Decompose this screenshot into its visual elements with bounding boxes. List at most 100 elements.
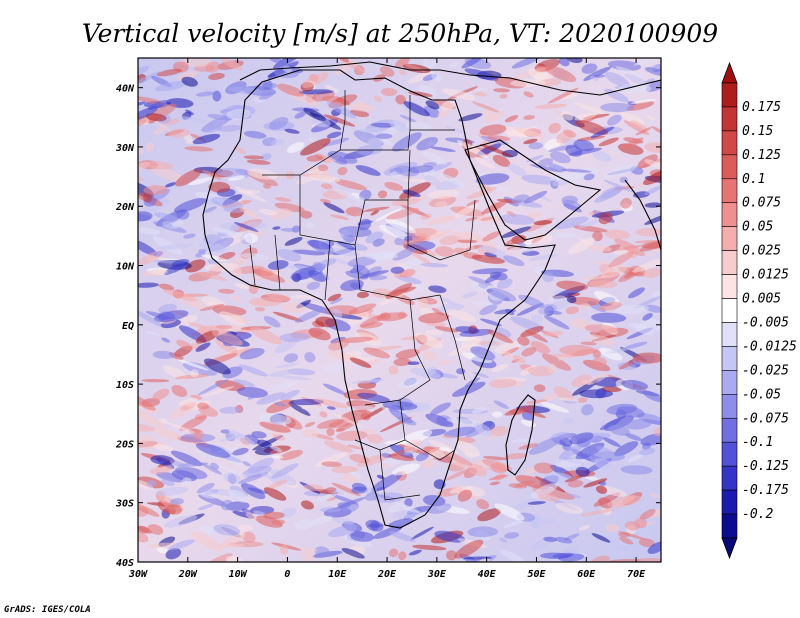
field-blob	[560, 168, 592, 173]
field-blob	[531, 235, 544, 244]
colorbar-label: -0.025	[742, 363, 789, 378]
field-blob	[390, 266, 405, 274]
field-blob	[176, 209, 190, 220]
field-blob	[635, 323, 655, 335]
field-blob	[152, 350, 176, 359]
field-blob	[211, 329, 243, 346]
field-blob	[549, 151, 571, 164]
field-blob	[542, 517, 555, 525]
field-blob	[334, 189, 368, 203]
field-blob	[563, 417, 574, 424]
colorbar-label: -0.175	[742, 483, 789, 498]
field-blob	[439, 173, 466, 187]
field-blob	[434, 246, 455, 257]
field-blob	[269, 445, 283, 453]
field-blob	[414, 282, 427, 291]
field-blob	[455, 326, 480, 334]
field-blob	[387, 454, 415, 461]
field-blob	[489, 481, 501, 486]
field-blob	[244, 232, 258, 244]
map-panel: 30W 20W 10W 0 10E 20E 30E 40E 50E 60E 70E 40N 30N 20N…	[115, 57, 662, 580]
field-blob	[301, 72, 329, 88]
field-blob	[328, 338, 350, 351]
field-blob	[370, 210, 379, 216]
field-blob	[391, 463, 421, 476]
field-blob	[615, 304, 650, 314]
field-blob	[598, 137, 619, 147]
field-blob	[184, 146, 214, 152]
field-blob	[594, 186, 624, 203]
field-blob	[138, 479, 154, 491]
colorbar-top-arrow	[721, 61, 738, 84]
field-blob	[575, 466, 590, 477]
field-blob	[587, 372, 608, 385]
field-blob	[247, 168, 278, 180]
colorbar-swatch	[721, 178, 738, 204]
field-blob	[456, 140, 488, 159]
field-blob	[569, 432, 594, 445]
field-blob	[530, 519, 539, 529]
field-blob	[208, 181, 231, 193]
field-blob	[484, 252, 497, 258]
field-blob	[183, 233, 196, 239]
field-blob	[210, 197, 244, 209]
field-blob	[555, 536, 573, 544]
field-blob	[263, 316, 281, 328]
field-blob	[496, 278, 513, 289]
field-blob	[411, 252, 432, 265]
field-blob	[472, 371, 490, 378]
field-blob	[580, 508, 615, 517]
field-blob	[370, 122, 396, 128]
field-blob	[530, 341, 551, 354]
field-blob	[625, 433, 643, 442]
field-blob	[320, 198, 332, 204]
field-blob	[394, 502, 420, 514]
field-blob	[468, 276, 494, 287]
field-blob	[220, 58, 243, 71]
field-blob	[271, 455, 284, 459]
field-blob	[422, 151, 447, 165]
field-blob	[287, 142, 305, 153]
field-blob	[473, 422, 493, 437]
field-blob	[608, 251, 634, 268]
field-blob	[166, 504, 182, 515]
field-blob	[493, 400, 509, 409]
field-blob	[499, 537, 508, 543]
field-blob	[343, 535, 373, 547]
field-blob	[326, 131, 342, 139]
madagascar-coastline	[505, 394, 536, 476]
lat-tick-label: 20S	[115, 439, 134, 450]
field-blob	[262, 80, 273, 90]
field-blob	[215, 339, 240, 355]
field-blob	[197, 402, 210, 410]
field-blob	[330, 247, 361, 257]
field-blob	[233, 379, 255, 387]
field-blob	[605, 523, 620, 533]
field-blob	[644, 159, 661, 172]
field-blob	[624, 341, 648, 349]
colorbar-swatch	[721, 250, 738, 275]
field-blob	[341, 473, 358, 483]
field-blob	[233, 222, 259, 232]
field-blob	[251, 431, 267, 439]
field-blob	[175, 168, 202, 187]
field-blob	[581, 404, 594, 416]
field-blob	[185, 109, 194, 116]
field-blob	[340, 279, 364, 292]
field-blob	[404, 235, 413, 242]
field-blob	[377, 190, 388, 199]
field-blob	[308, 270, 327, 283]
field-blob	[600, 102, 635, 113]
field-blob	[328, 150, 358, 164]
field-blob	[491, 411, 503, 418]
field-blob	[300, 138, 331, 156]
field-blob	[153, 212, 179, 222]
field-blob	[544, 65, 577, 83]
field-blob	[397, 378, 422, 389]
field-blob	[223, 472, 242, 484]
field-blob	[624, 521, 640, 531]
field-blob	[280, 544, 289, 556]
field-blob	[421, 458, 436, 468]
colorbar-label: -0.1	[742, 435, 773, 450]
field-blob	[625, 418, 652, 430]
